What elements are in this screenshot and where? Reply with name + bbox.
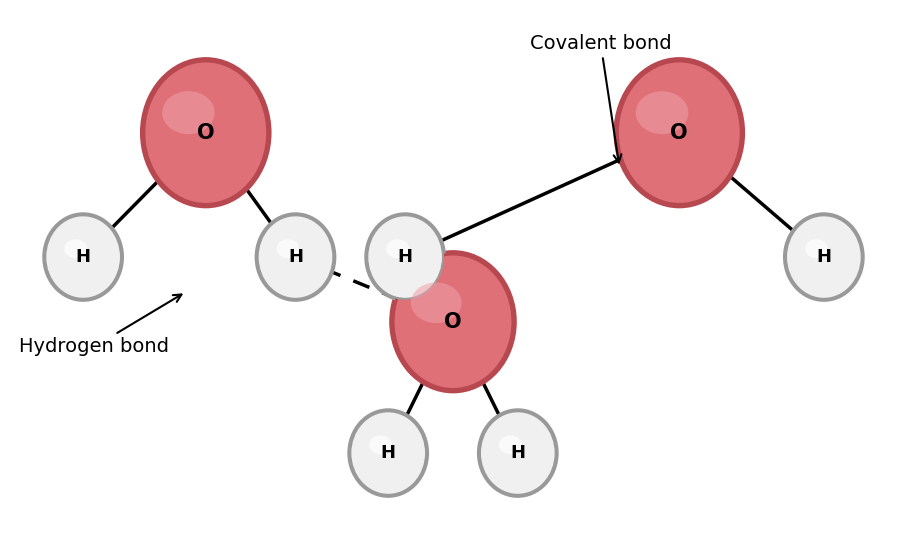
Ellipse shape	[499, 435, 522, 454]
Ellipse shape	[140, 57, 272, 208]
Ellipse shape	[257, 215, 333, 299]
Ellipse shape	[367, 215, 443, 299]
Ellipse shape	[45, 215, 121, 299]
Ellipse shape	[64, 240, 87, 258]
Ellipse shape	[480, 411, 555, 495]
Text: Hydrogen bond: Hydrogen bond	[19, 294, 181, 356]
Ellipse shape	[393, 254, 513, 389]
Text: H: H	[816, 248, 832, 266]
Text: H: H	[381, 444, 396, 462]
Ellipse shape	[347, 408, 429, 498]
Ellipse shape	[255, 212, 336, 302]
Text: O: O	[444, 312, 462, 332]
Ellipse shape	[370, 435, 392, 454]
Text: O: O	[670, 122, 689, 143]
Text: Covalent bond: Covalent bond	[530, 34, 671, 163]
Ellipse shape	[390, 250, 516, 393]
Ellipse shape	[477, 408, 559, 498]
Text: H: H	[398, 248, 412, 266]
Ellipse shape	[351, 411, 426, 495]
Ellipse shape	[613, 57, 745, 208]
Text: O: O	[197, 122, 215, 143]
Text: H: H	[75, 248, 91, 266]
Ellipse shape	[276, 240, 299, 258]
Ellipse shape	[786, 215, 862, 299]
Ellipse shape	[783, 212, 864, 302]
Ellipse shape	[805, 240, 828, 258]
Text: H: H	[510, 444, 525, 462]
Ellipse shape	[636, 91, 689, 134]
Ellipse shape	[410, 282, 462, 323]
Ellipse shape	[43, 212, 124, 302]
Ellipse shape	[386, 240, 409, 258]
Ellipse shape	[162, 91, 215, 134]
Ellipse shape	[144, 61, 267, 204]
Ellipse shape	[364, 212, 446, 302]
Text: H: H	[288, 248, 303, 266]
Ellipse shape	[618, 61, 741, 204]
